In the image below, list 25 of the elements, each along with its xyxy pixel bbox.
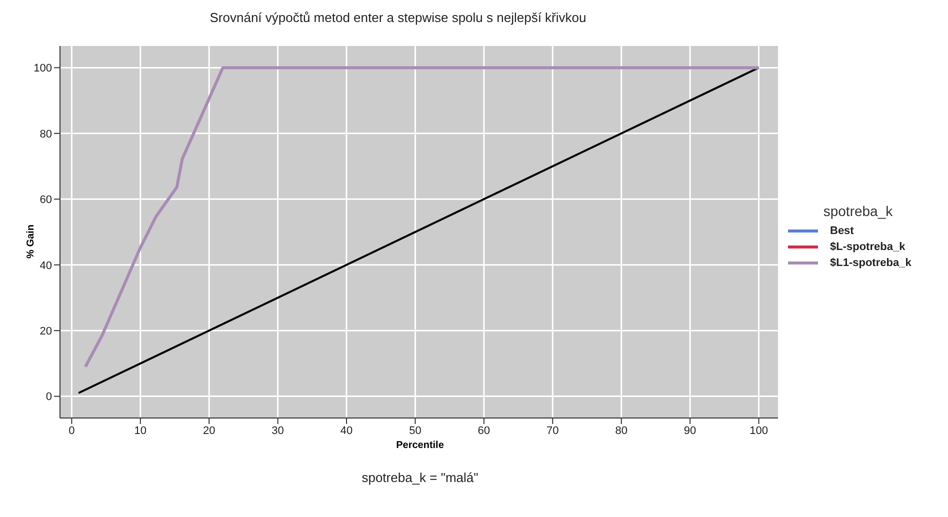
- x-tick-label: 0: [68, 424, 75, 437]
- chart-title: Srovnání výpočtů metod enter a stepwise spolu s nejlepší křivkou: [208, 10, 588, 25]
- x-axis-title: Percentile: [395, 440, 445, 451]
- x-tick-label: 40: [340, 424, 353, 437]
- y-tick-label: 100: [34, 62, 52, 75]
- x-tick-label: 60: [478, 424, 490, 437]
- x-tick-label: 20: [202, 424, 216, 437]
- text: spotreba_k = "malá": [360, 470, 480, 485]
- x-tick-label: 80: [615, 424, 628, 437]
- y-tick-label: 40: [40, 260, 52, 272]
- legend-label: $L1-spotreba_k: [830, 257, 912, 269]
- x-tick-label: 70: [546, 424, 559, 437]
- legend-title: spotreba_k: [822, 203, 894, 219]
- y-axis-title: % Gain: [26, 224, 36, 260]
- x-tick-label: 100: [750, 424, 768, 437]
- x-tick-label: 10: [134, 424, 147, 437]
- y-tick-label: 20: [40, 325, 52, 338]
- x-tick-label: 30: [272, 424, 284, 437]
- x-tick-label: 50: [409, 424, 422, 437]
- y-tick-label: 80: [40, 128, 52, 140]
- y-tick-label: 60: [40, 194, 52, 206]
- y-tick-label: 0: [46, 391, 52, 404]
- x-tick-label: 90: [684, 424, 696, 437]
- legend-label: $L-spotreba_k: [830, 241, 906, 253]
- legend-label: Best: [830, 225, 854, 237]
